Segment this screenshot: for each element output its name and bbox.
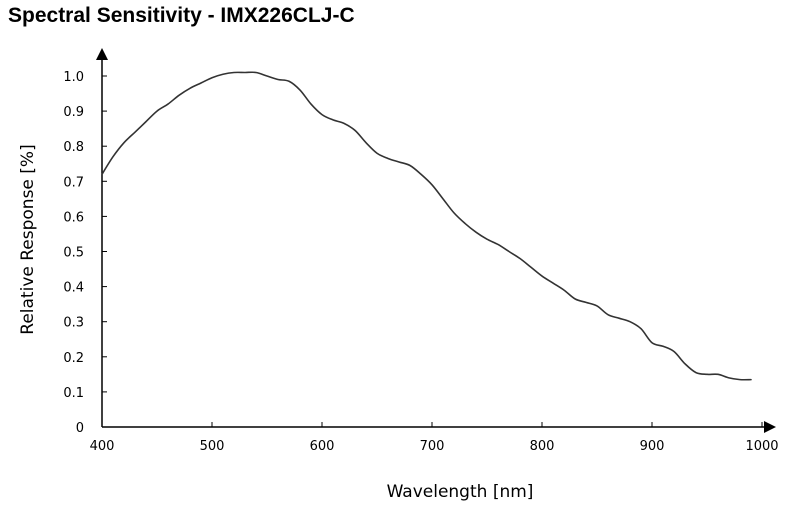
- y-axis-ticks: 0 0.1 0.2 0.3 0.4 0.5 0.6 0.7 0.8 0.9 1.0: [63, 70, 107, 436]
- x-tick-label: 600: [310, 439, 335, 454]
- y-tick-label: 0.6: [63, 210, 84, 225]
- x-tick-label: 900: [640, 439, 665, 454]
- y-tick-label: 1.0: [63, 70, 84, 85]
- x-axis-label: Wavelength [nm]: [387, 482, 534, 502]
- y-tick-label: 0.4: [63, 281, 84, 296]
- x-tick-label: 800: [530, 439, 555, 454]
- x-axis-ticks: 400 500 600 700 800 900 1000: [90, 422, 779, 454]
- chart-series: [101, 71, 752, 381]
- y-tick-label: 0.8: [63, 140, 84, 155]
- x-tick-label: 500: [200, 439, 225, 454]
- y-axis-arrow: [96, 48, 108, 60]
- x-tick-label: 700: [420, 439, 445, 454]
- y-axis-label: Relative Response [%]: [18, 144, 38, 334]
- chart-axes: [96, 48, 776, 433]
- x-tick-label: 1000: [745, 439, 778, 454]
- chart-title: Spectral Sensitivity - IMX226CLJ-C: [8, 4, 355, 27]
- x-tick-label: 400: [90, 439, 115, 454]
- y-tick-label: 0.7: [63, 175, 84, 190]
- y-tick-label: 0.5: [63, 246, 84, 261]
- x-axis-arrow: [764, 421, 776, 433]
- spectral-response-line: [101, 71, 752, 381]
- y-tick-label: 0.9: [63, 105, 84, 120]
- y-tick-label: 0.2: [63, 351, 84, 366]
- y-tick-label: 0: [76, 421, 84, 436]
- y-tick-label: 0.3: [63, 316, 84, 331]
- y-tick-label: 0.1: [63, 386, 84, 401]
